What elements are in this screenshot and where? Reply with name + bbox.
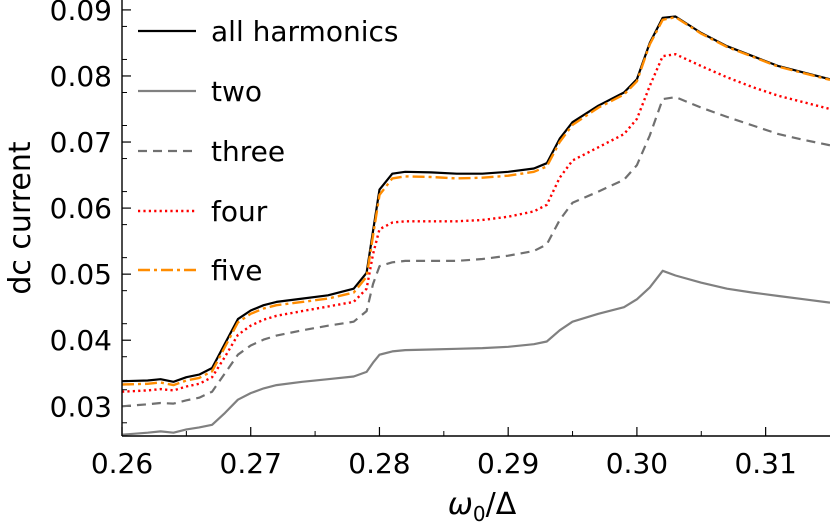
plot-frame xyxy=(121,0,830,437)
y-axis-label: dc current xyxy=(3,141,38,295)
legend-label: all harmonics xyxy=(211,15,398,48)
axis-ticks: 0.26 0.27 0.28 0.29 0.30 0.31 0.03 0.04 0.05 0.06… xyxy=(50,0,797,480)
x-axis-label: ω0/Δ xyxy=(448,487,517,526)
series-line-five xyxy=(121,16,830,387)
y-tick-label: 0.08 xyxy=(50,60,112,93)
x-tick-label: 0.30 xyxy=(606,447,668,480)
series-line-all-harmonics xyxy=(121,15,830,383)
legend-label: five xyxy=(211,254,262,287)
y-tick-label: 0.06 xyxy=(50,192,112,225)
x-tick-label: 0.28 xyxy=(348,447,410,480)
y-tick-label: 0.04 xyxy=(50,324,112,357)
legend-label: four xyxy=(211,195,268,228)
legend-label: three xyxy=(211,135,285,168)
x-axis-label-omega: ω xyxy=(448,487,473,522)
y-tick-label: 0.09 xyxy=(50,0,112,27)
y-tick-label: 0.03 xyxy=(50,390,112,423)
series-line-four xyxy=(121,53,830,393)
x-tick-label: 0.31 xyxy=(734,447,796,480)
legend-label: two xyxy=(211,75,262,108)
y-tick-label: 0.05 xyxy=(50,258,112,291)
x-tick-label: 0.27 xyxy=(220,447,282,480)
series-line-two xyxy=(121,269,830,436)
x-tick-label: 0.29 xyxy=(477,447,539,480)
x-tick-label: 0.26 xyxy=(91,447,153,480)
series-line-three xyxy=(121,95,830,408)
legend: all harmonics two three four five xyxy=(138,15,398,287)
y-tick-label: 0.07 xyxy=(50,126,112,159)
x-axis-label-denominator: /Δ xyxy=(486,487,517,522)
x-axis-label-subscript: 0 xyxy=(473,502,486,526)
series-lines xyxy=(121,15,830,436)
